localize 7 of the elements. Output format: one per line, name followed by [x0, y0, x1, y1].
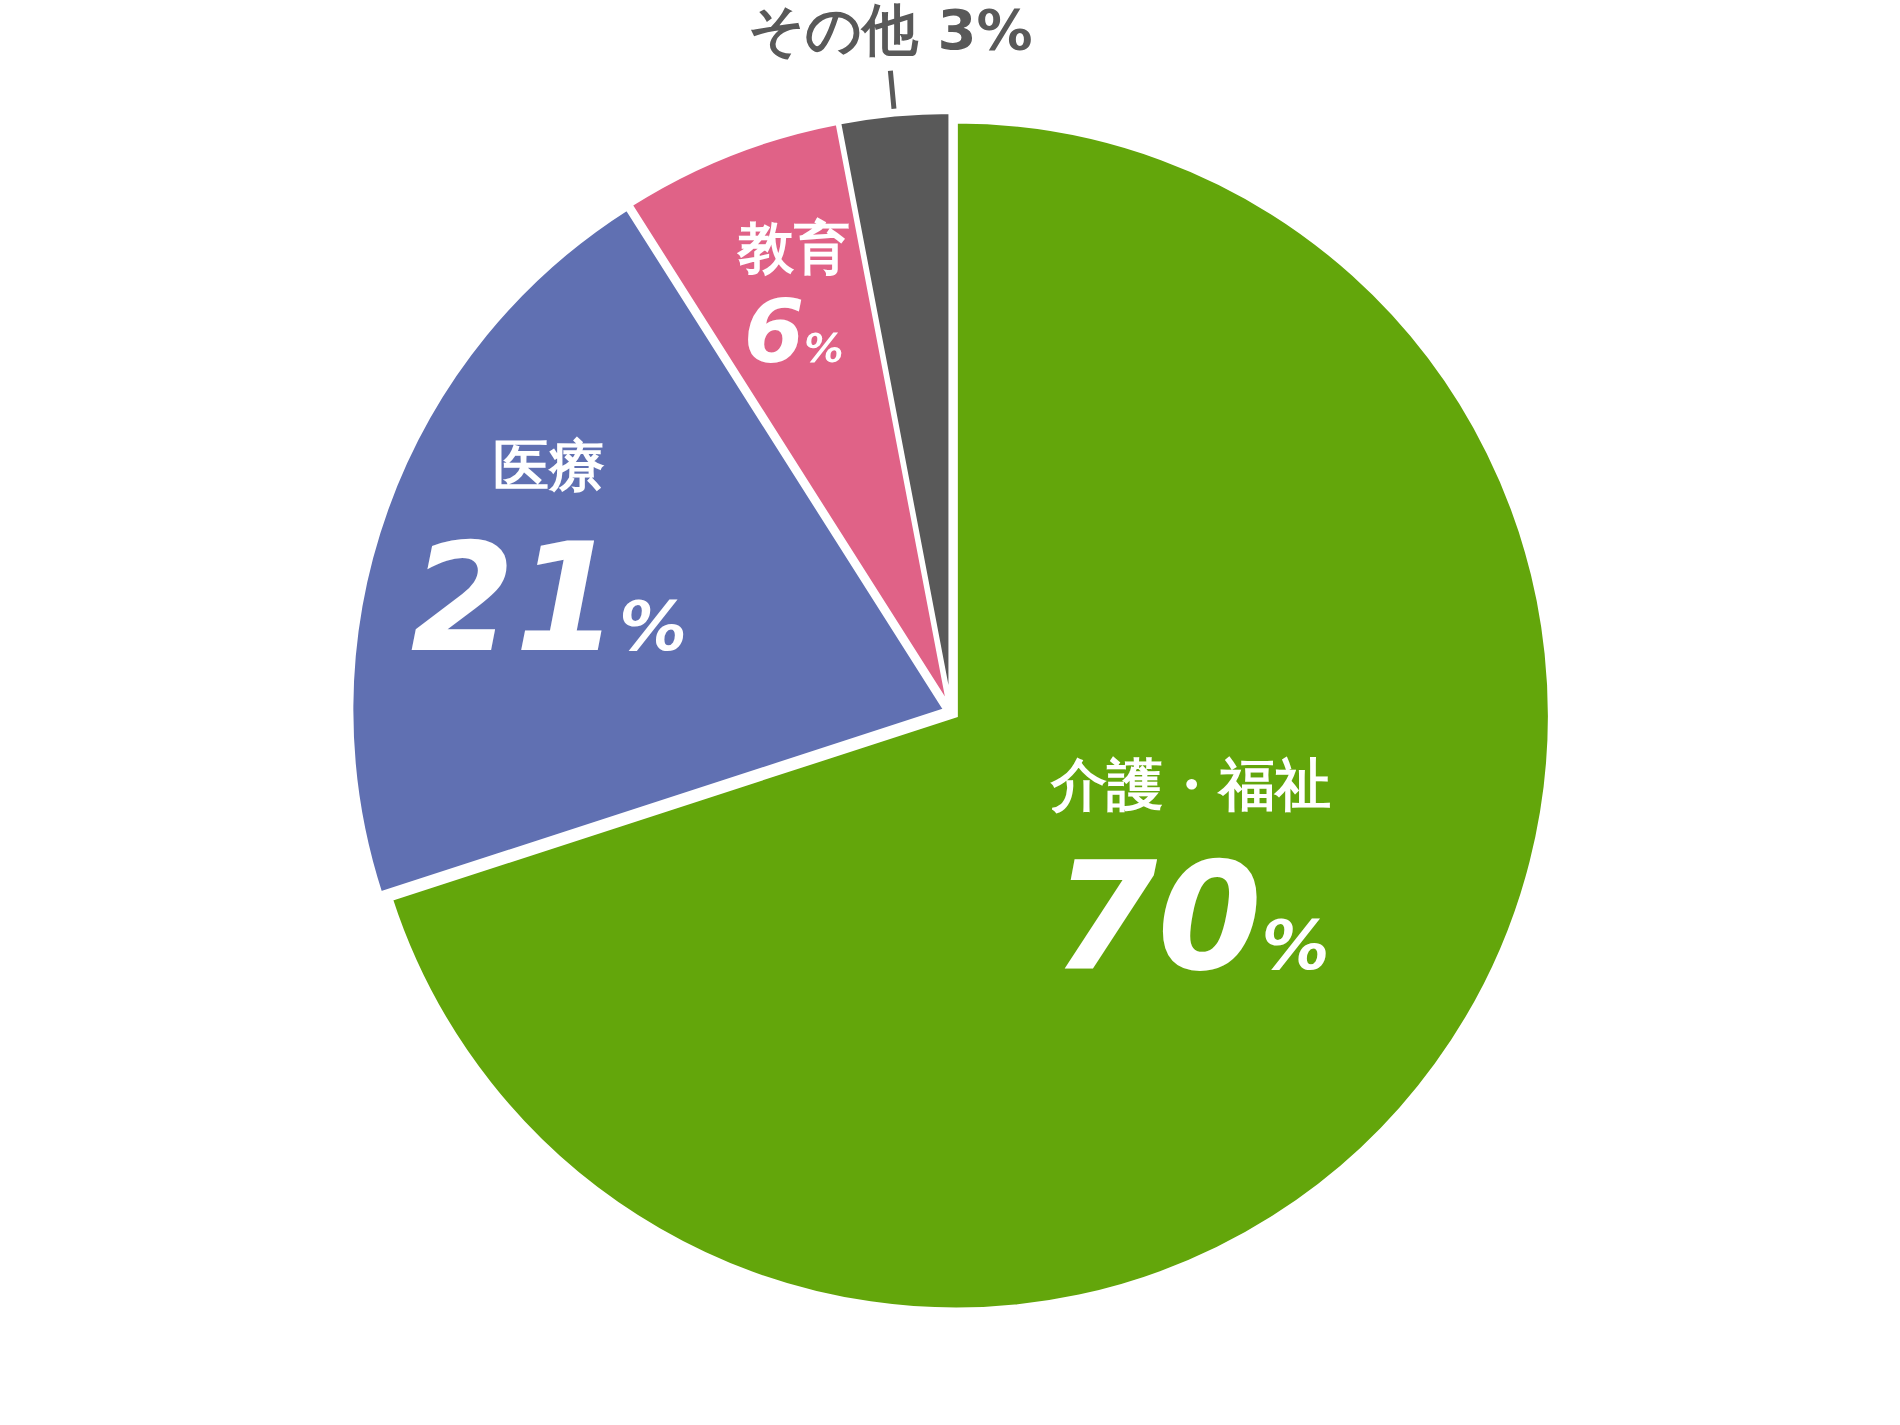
slice-label: その他 3%: [748, 0, 1033, 62]
slice-label: 医療: [492, 432, 605, 498]
data-label: 70%: [1053, 830, 1330, 1005]
data-label: 21%: [410, 510, 687, 685]
slice-label: 教育: [735, 214, 850, 280]
data-label: 6%: [743, 281, 844, 384]
slice-label: 介護・福祉: [1050, 752, 1332, 818]
